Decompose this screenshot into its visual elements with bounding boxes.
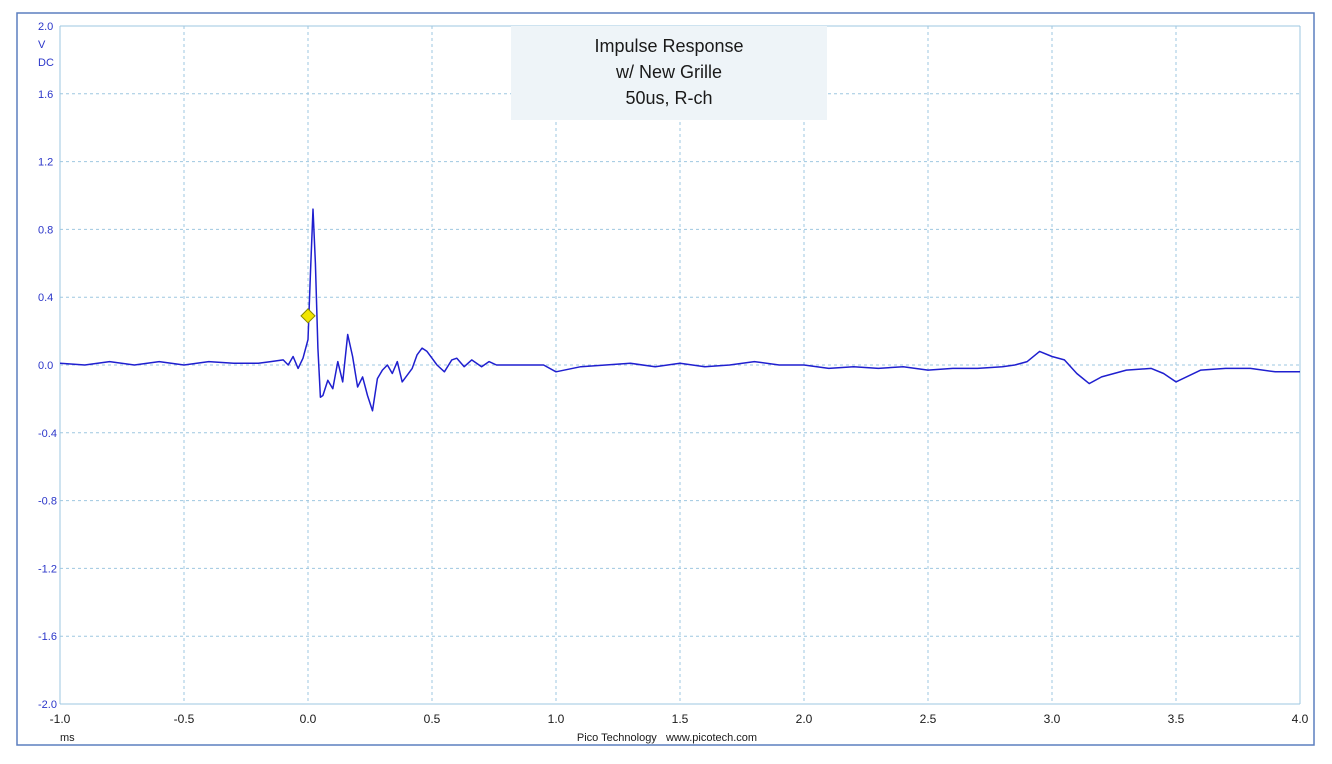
- x-tick-labels: -1.0 -0.5 0.0 0.5 1.0 1.5 2.0 2.5 3.0 3.5 4.0: [50, 712, 1309, 726]
- y-tick-label-9: -1.6: [38, 631, 57, 643]
- x-tick-label-3: 0.5: [424, 712, 441, 726]
- outer-frame: [16, 12, 1315, 746]
- y-unit-v: V: [38, 39, 46, 51]
- y-tick-label-7: -0.8: [38, 496, 57, 508]
- y-tick-label-8: -1.2: [38, 563, 57, 575]
- x-tick-label-1: -0.5: [174, 712, 195, 726]
- trigger-marker[interactable]: [300, 308, 316, 324]
- y-tick-label-0: 2.0: [38, 21, 53, 33]
- x-tick-label-6: 2.0: [796, 712, 813, 726]
- y-tick-label-6: -0.4: [38, 428, 57, 440]
- x-tick-label-2: 0.0: [300, 712, 317, 726]
- y-tick-label-4: 0.4: [38, 292, 53, 304]
- title-line-1: Impulse Response: [594, 36, 743, 56]
- title-box: [511, 26, 827, 120]
- y-tick-label-3: 0.8: [38, 224, 53, 236]
- y-tick-label-10: -2.0: [38, 699, 57, 711]
- grid: [59, 25, 1301, 705]
- x-tick-label-9: 3.5: [1168, 712, 1185, 726]
- y-unit-dc: DC: [38, 57, 54, 69]
- x-tick-label-5: 1.5: [672, 712, 689, 726]
- y-tick-labels: 2.0 1.6 1.2 0.8 0.4 0.0 -0.4 -0.8 -1.2 -1.6 -2.0: [38, 21, 57, 711]
- x-unit-label: ms: [60, 732, 75, 744]
- y-tick-label-1: 1.6: [38, 89, 53, 101]
- x-tick-label-8: 3.0: [1044, 712, 1061, 726]
- x-tick-label-7: 2.5: [920, 712, 937, 726]
- title-line-2: w/ New Grille: [615, 62, 722, 82]
- x-tick-label-10: 4.0: [1292, 712, 1309, 726]
- title-line-3: 50us, R-ch: [625, 88, 712, 108]
- footer-credit: Pico Technology www.picotech.com: [577, 732, 757, 744]
- x-tick-label-0: -1.0: [50, 712, 71, 726]
- y-tick-label-5: 0.0: [38, 360, 53, 372]
- y-tick-label-2: 1.2: [38, 157, 53, 169]
- x-tick-label-4: 1.0: [548, 712, 565, 726]
